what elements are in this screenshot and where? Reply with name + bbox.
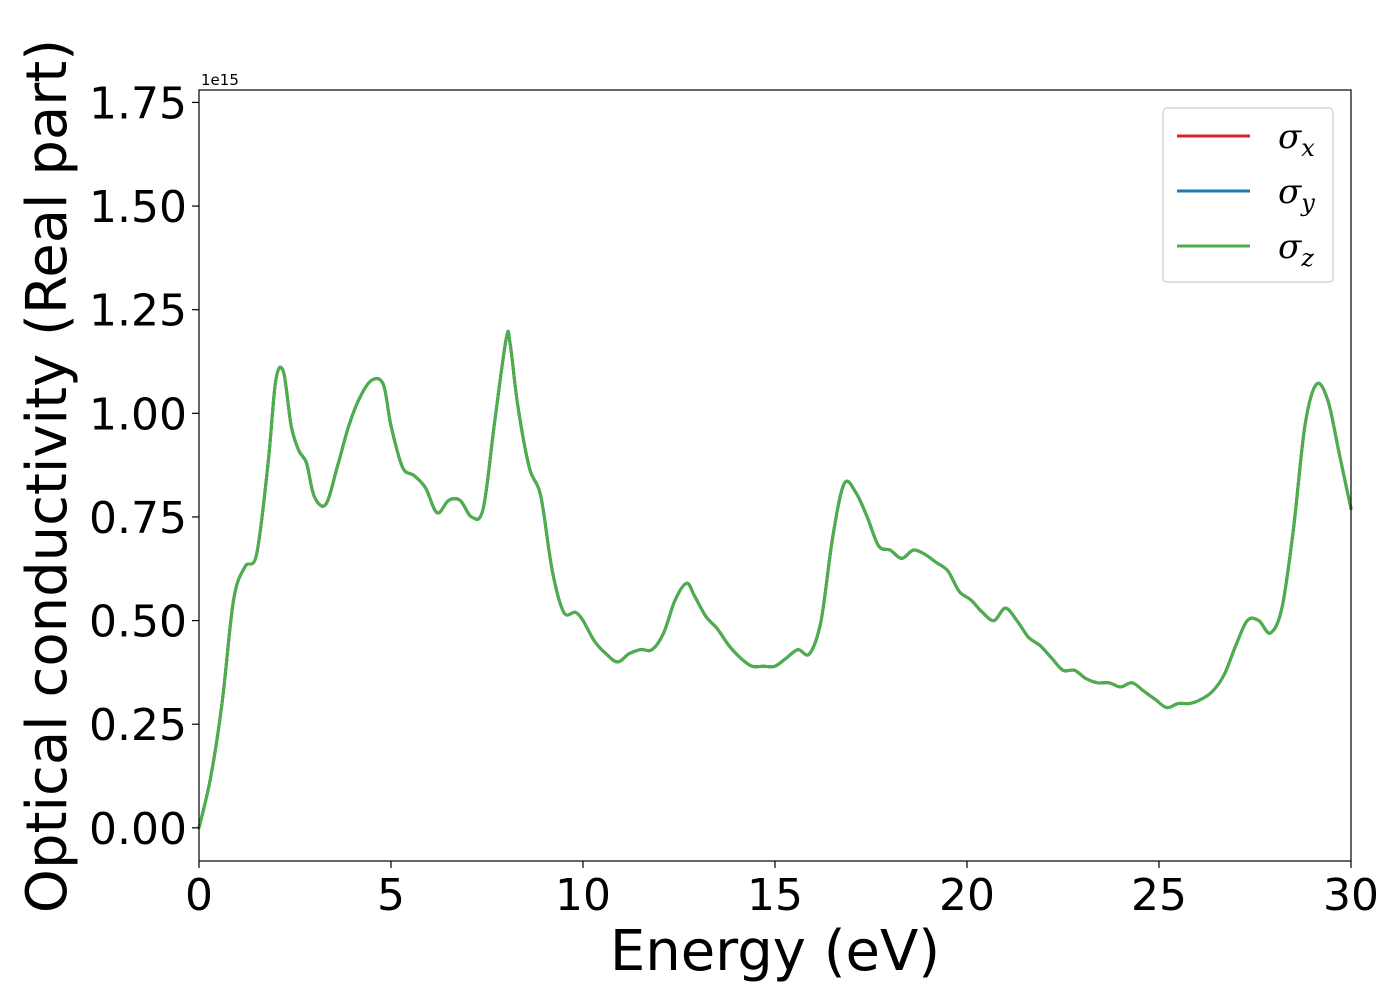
y-axis: 0.00 0.25 0.50 0.75 1.00 1.25 1.50 1.75 <box>89 78 199 855</box>
series-line-y <box>197 329 1353 830</box>
y-tick-label: 0.25 <box>89 700 187 751</box>
series-line-z <box>197 329 1353 830</box>
series-curves <box>197 329 1353 830</box>
x-axis: 0 5 10 15 20 25 30 <box>185 861 1379 921</box>
x-tick-label: 15 <box>747 870 803 921</box>
x-tick-label: 20 <box>939 870 995 921</box>
legend-label-x: σx <box>1278 117 1315 162</box>
y-tick-label: 0.75 <box>89 493 187 544</box>
y-tick-label: 0.50 <box>89 597 187 648</box>
y-tick-label: 1.50 <box>89 182 187 233</box>
y-tick-label: 0.00 <box>89 804 187 855</box>
legend-symbol: σ <box>1278 227 1302 267</box>
y-tick-label: 1.25 <box>89 286 187 337</box>
x-tick-label: 0 <box>185 870 213 921</box>
y-axis-label: Optical conductivity (Real part) <box>15 39 80 913</box>
y-offset-text: 1e15 <box>201 71 239 89</box>
x-tick-label: 25 <box>1131 870 1187 921</box>
legend-label-y: σy <box>1278 172 1315 217</box>
legend-symbol: σ <box>1278 117 1302 157</box>
legend-label-z: σz <box>1278 227 1314 272</box>
x-tick-label: 10 <box>555 870 611 921</box>
legend-frame <box>1162 107 1334 283</box>
y-tick-label: 1.00 <box>89 389 187 440</box>
x-axis-label: Energy (eV) <box>610 919 940 984</box>
legend-subscript: z <box>1300 244 1314 272</box>
x-tick-label: 5 <box>377 870 405 921</box>
x-tick-label: 30 <box>1323 870 1379 921</box>
legend-subscript: x <box>1301 134 1315 162</box>
legend-subscript: y <box>1300 189 1315 217</box>
series-line-x <box>197 329 1353 830</box>
y-tick-label: 1.75 <box>89 78 187 129</box>
legend-symbol: σ <box>1278 172 1302 212</box>
